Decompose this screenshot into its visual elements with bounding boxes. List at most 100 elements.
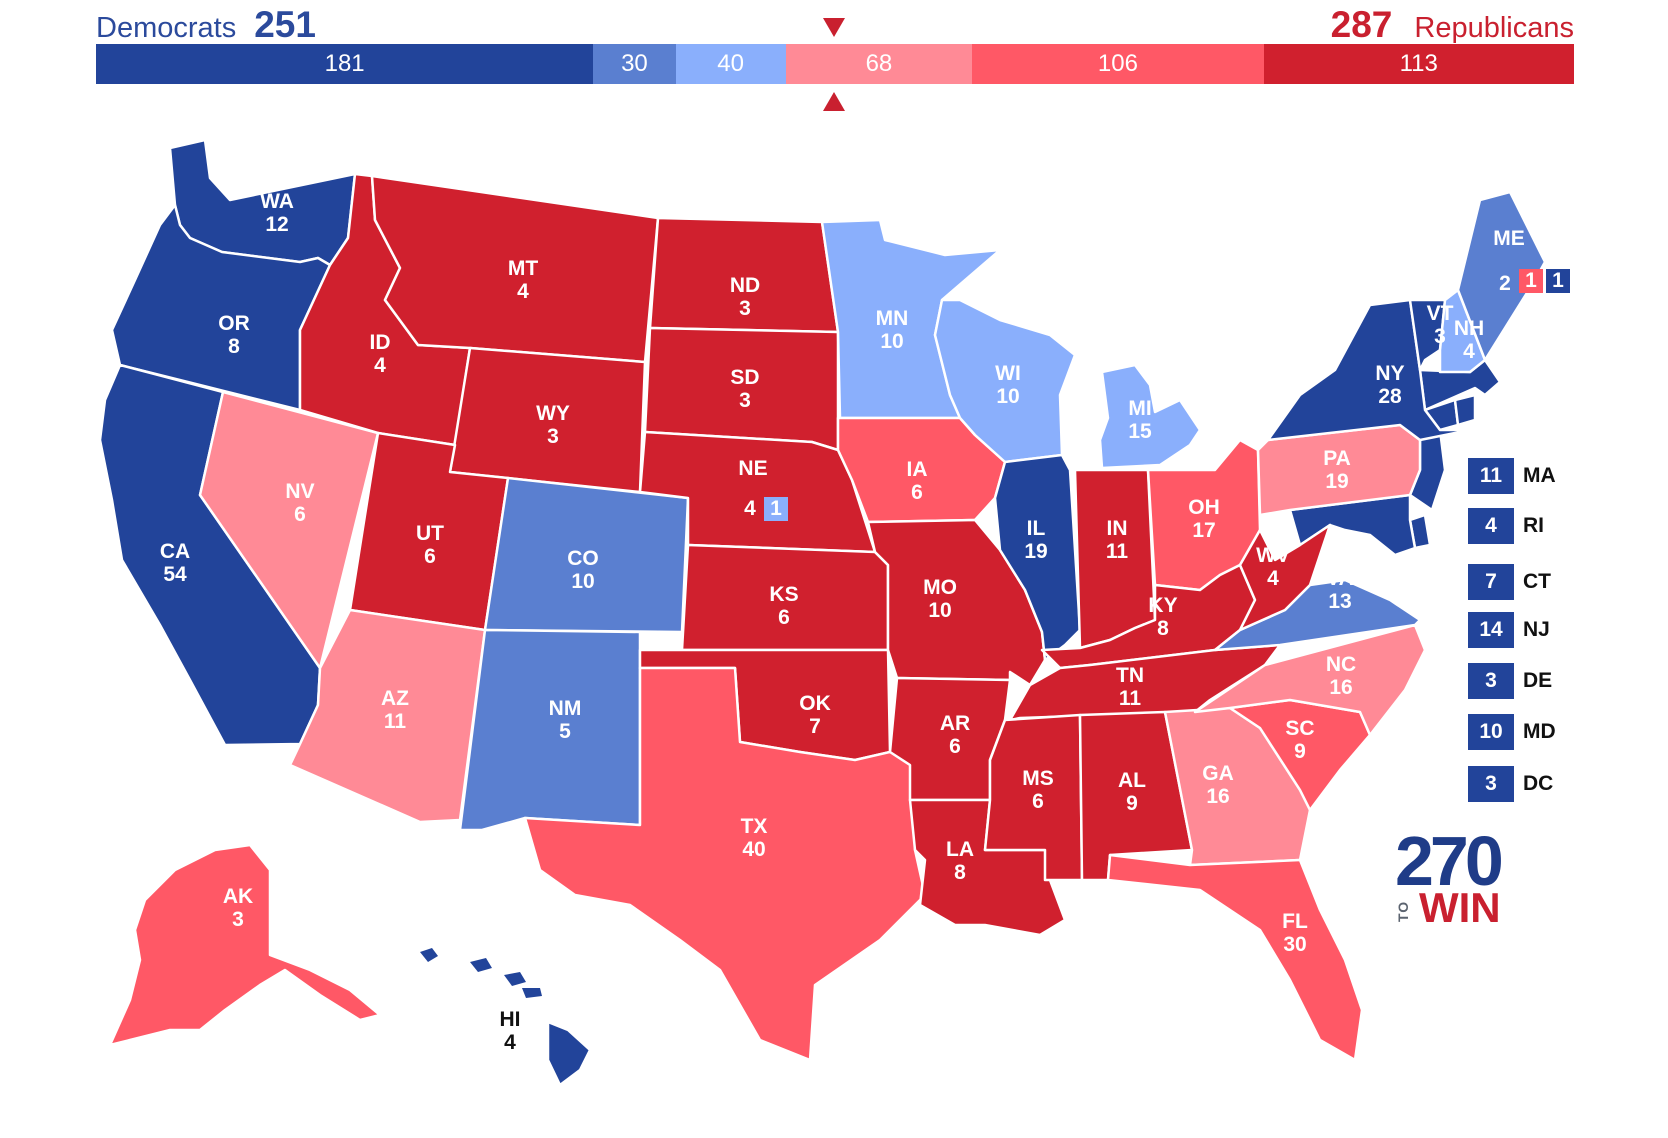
state-label-vt: VT 3 (1427, 302, 1454, 348)
state-label-ks: KS 6 (769, 583, 798, 629)
state-me[interactable] (1456, 190, 1547, 362)
legend-state-label: CT (1523, 570, 1551, 593)
legend-row-md[interactable]: 10 MD (1468, 714, 1556, 750)
legend-ev-box: 7 (1468, 564, 1514, 600)
state-vt[interactable] (1408, 298, 1447, 372)
state-label-or: OR 8 (218, 312, 250, 358)
state-label-me: ME 2 (1493, 227, 1525, 295)
state-fl[interactable] (1106, 853, 1364, 1062)
legend-row-ct[interactable]: 7 CT (1468, 564, 1551, 600)
bar-segment: 106 (972, 44, 1264, 84)
ne-district-box[interactable] (764, 497, 788, 521)
state-label-in: IN 11 (1106, 517, 1129, 563)
state-label-sd: SD 3 (730, 366, 759, 412)
legend-state-label: NJ (1523, 618, 1550, 641)
legend-state-label: DC (1523, 772, 1554, 795)
hawaii-island (470, 958, 492, 972)
legend-state-label: MD (1523, 720, 1556, 743)
legend-row-ri[interactable]: 4 RI (1468, 508, 1544, 544)
me-district-2-box[interactable] (1546, 269, 1570, 293)
state-label-ak: AK 3 (223, 885, 253, 931)
legend-row-dc[interactable]: 3 DC (1468, 766, 1553, 802)
state-label-nv: NV 6 (285, 480, 314, 526)
state-label-ms: MS 6 (1022, 767, 1054, 813)
state-label-ok: OK 7 (799, 692, 831, 738)
me-district-2-value: 1 (1552, 269, 1564, 292)
state-label-ny: NY 28 (1375, 362, 1404, 408)
legend-ev-box: 3 (1468, 663, 1514, 699)
electoral-vote-bar: 181 30 40 68 106 113 (96, 44, 1574, 84)
me-district-1-box[interactable] (1519, 269, 1543, 293)
state-label-ne: NE 4 (738, 457, 767, 520)
state-nc[interactable] (1193, 623, 1427, 737)
legend-ev-box: 10 (1468, 714, 1514, 750)
me-district-1-value: 1 (1525, 269, 1537, 292)
bar-segment: 181 (96, 44, 594, 84)
bar-segment: 40 (675, 44, 786, 84)
bar-segment: 113 (1263, 44, 1574, 84)
state-label-la: LA 8 (946, 838, 974, 884)
legend-row-nj[interactable]: 14 NJ (1468, 612, 1550, 648)
legend-ev-box: 14 (1468, 612, 1514, 648)
state-label-ky: KY 8 (1148, 594, 1177, 640)
state-label-wv: WV 4 (1256, 544, 1290, 590)
bar-segment: 68 (785, 44, 973, 84)
state-label-az: AZ 11 (381, 687, 409, 733)
logo-to: TO (1395, 900, 1411, 922)
state-label-ca: CA 54 (160, 540, 190, 586)
republicans-label: Republicans (1414, 12, 1574, 44)
state-label-ga: GA 16 (1202, 762, 1234, 808)
state-label-mi: MI 15 (1128, 397, 1152, 443)
state-label-tn: TN 11 (1116, 664, 1144, 710)
state-label-tx: TX 40 (741, 815, 768, 861)
state-label-il: IL 19 (1024, 517, 1047, 563)
state-label-id: ID 4 (370, 331, 391, 377)
state-nm[interactable] (458, 628, 642, 832)
legend-state-label: RI (1523, 514, 1544, 537)
ne-district-value: 1 (770, 497, 782, 520)
state-ny[interactable] (1266, 298, 1472, 442)
republicans-total: 287 Republicans (1331, 4, 1574, 46)
state-label-al: AL 9 (1118, 769, 1146, 815)
state-label-sc: SC 9 (1285, 717, 1314, 763)
state-label-mt: MT 4 (508, 257, 538, 303)
legend-state-label: MA (1523, 464, 1556, 487)
legend-ev-box: 3 (1468, 766, 1514, 802)
bar-segment: 30 (593, 44, 676, 84)
totals-header: Democrats 251 287 Republicans (96, 0, 1574, 46)
hawaii-island (504, 972, 526, 986)
state-label-wi: WI 10 (995, 362, 1021, 408)
legend-ev-box: 4 (1468, 508, 1514, 544)
democrats-label: Democrats (96, 12, 237, 44)
270-marker-top-icon (823, 18, 845, 37)
state-ri[interactable] (1453, 393, 1477, 427)
state-label-ia: IA 6 (907, 458, 928, 504)
state-label-ar: AR 6 (940, 712, 970, 758)
state-il[interactable] (993, 453, 1082, 662)
state-hi[interactable] (546, 1020, 592, 1087)
state-mi[interactable] (1098, 363, 1202, 470)
state-label-mn: MN 10 (876, 307, 909, 353)
state-label-wy: WY 3 (536, 402, 570, 448)
hawaii-island (420, 948, 438, 962)
state-label-fl: FL 30 (1282, 910, 1308, 956)
state-wv[interactable] (1238, 523, 1332, 632)
270towin-logo[interactable]: 270 TO WIN (1395, 822, 1505, 930)
state-label-nd: ND 3 (730, 274, 760, 320)
state-label-mo: MO 10 (923, 576, 957, 622)
state-label-co: CO 10 (567, 547, 599, 593)
state-label-pa: PA 19 (1323, 447, 1351, 493)
legend-row-ma[interactable]: 11 MA (1468, 458, 1556, 494)
state-ak[interactable] (108, 843, 382, 1047)
state-label-oh: OH 17 (1188, 496, 1220, 542)
legend-state-label: DE (1523, 669, 1553, 692)
legend-row-de[interactable]: 3 DE (1468, 663, 1552, 699)
state-label-wa: WA 12 (260, 190, 294, 236)
legend-ev-box: 11 (1468, 458, 1514, 494)
state-label-nc: NC 16 (1326, 653, 1356, 699)
state-label-nh: NH 4 (1454, 317, 1484, 363)
state-label-va: VA 13 (1326, 567, 1354, 613)
democrats-electoral-votes: 251 (254, 4, 316, 45)
logo-number: 270 (1395, 822, 1504, 900)
